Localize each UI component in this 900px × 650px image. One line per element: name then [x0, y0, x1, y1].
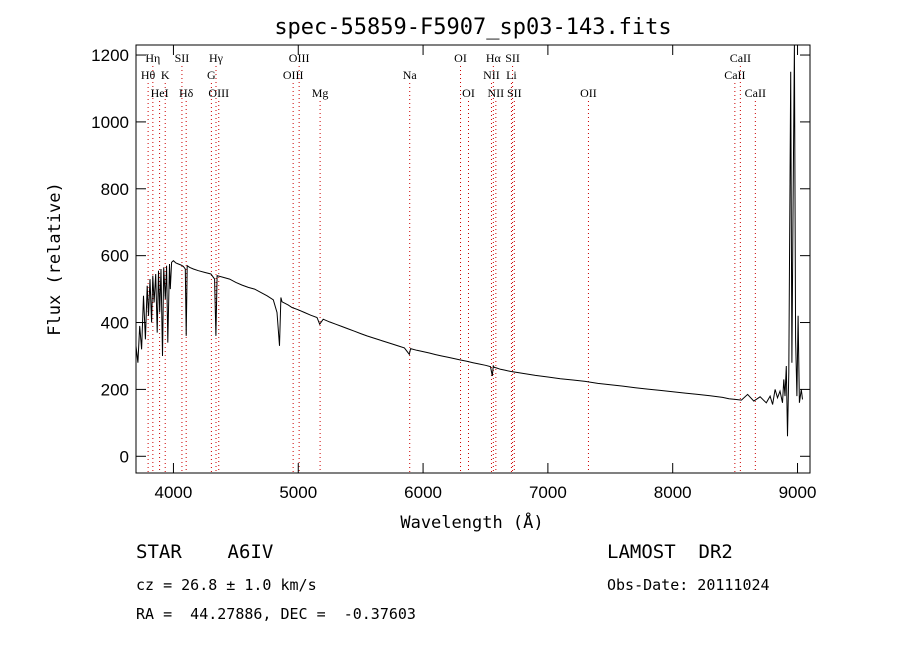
coordinates: RA = 44.27886, DEC = -0.37603 — [136, 605, 416, 623]
spectral-line-label: Hδ — [179, 86, 194, 100]
x-tick-label: 9000 — [779, 483, 817, 502]
spectral-line-label: OIII — [289, 51, 310, 65]
spectral-line-label: SII — [505, 51, 520, 65]
spectral-line-label: OIII — [208, 86, 229, 100]
y-tick-label: 1000 — [91, 113, 129, 132]
spectral-line-label: OI — [454, 51, 467, 65]
y-tick-label: 400 — [101, 314, 129, 333]
chart-title: spec-55859-F5907_sp03-143.fits — [274, 15, 671, 40]
y-axis-label: Flux (relative) — [45, 182, 65, 336]
spectral-line-label: OIII — [283, 68, 304, 82]
object-type: STAR A6IV — [136, 541, 274, 563]
spectral-line-label: CaII — [745, 86, 766, 100]
x-tick-label: 7000 — [529, 483, 567, 502]
x-axis-ticks: 4000 5000 6000 7000 8000 9000 — [155, 45, 817, 502]
spectrum-line — [135, 44, 803, 437]
spectral-line-label: Hγ — [209, 51, 224, 65]
spectral-line-label: Li — [506, 68, 517, 82]
y-tick-label: 600 — [101, 247, 129, 266]
spectral-line-label: Hθ — [141, 68, 156, 82]
spectral-line-label: Na — [403, 68, 418, 82]
x-axis-label: Wavelength (Å) — [400, 511, 543, 533]
y-axis-ticks: 0 200 400 600 800 1000 1200 — [91, 46, 810, 466]
spectral-line-label: OI — [462, 86, 475, 100]
x-tick-label: 8000 — [654, 483, 692, 502]
spectral-line-label: G — [207, 68, 216, 82]
y-tick-label: 0 — [120, 447, 129, 466]
y-tick-label: 800 — [101, 180, 129, 199]
spectral-line-markers — [147, 66, 756, 473]
x-tick-label: 4000 — [155, 483, 193, 502]
spectral-line-label: K — [161, 68, 170, 82]
observation-date: Obs-Date: 20111024 — [607, 576, 770, 594]
survey-name: LAMOST DR2 — [607, 541, 733, 563]
spectral-line-label: OII — [580, 86, 597, 100]
redshift-value: cz = 26.8 ± 1.0 km/s — [136, 576, 317, 594]
spectral-line-label: NII — [483, 68, 500, 82]
spectral-line-label: Hη — [145, 51, 160, 65]
spectral-line-label: SII — [175, 51, 190, 65]
y-tick-label: 1200 — [91, 46, 129, 65]
plot-frame — [135, 44, 811, 474]
spectral-line-label: Hα — [486, 51, 502, 65]
spectral-line-label: CaII — [724, 68, 745, 82]
x-tick-label: 6000 — [404, 483, 442, 502]
y-tick-label: 200 — [101, 380, 129, 399]
spectral-line-label: NII — [488, 86, 505, 100]
x-tick-label: 5000 — [279, 483, 317, 502]
spectral-line-label: CaII — [730, 51, 751, 65]
spectral-line-label: Mg — [312, 86, 329, 100]
spectral-line-label: HeI — [151, 86, 169, 100]
spectral-line-label: SII — [507, 86, 522, 100]
